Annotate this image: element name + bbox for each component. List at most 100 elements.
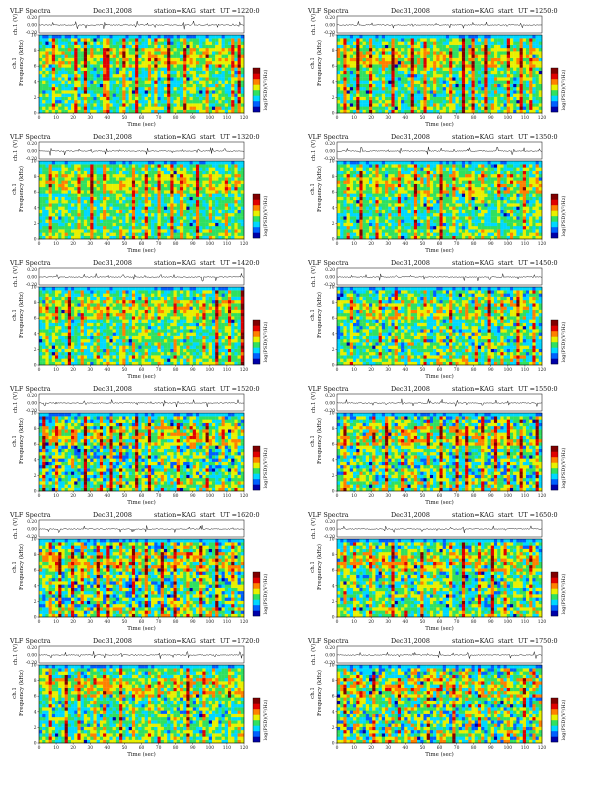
strip-ylabel: ch.1 (V) (12, 392, 19, 413)
spectrogram-panel: VLF Spectra Dec31,2008 station=KAG start UT … (8, 258, 304, 384)
waveform-strip: 0.20 0.00 -0.20 (26, 141, 245, 162)
strip-tick-label: -0.20 (26, 31, 37, 36)
x-tick-label: 120 (240, 494, 249, 499)
x-tick-label: 30 (87, 368, 93, 373)
header-station: station=KAG (154, 133, 196, 141)
header-start: start (498, 511, 514, 519)
header-date: Dec31,2008 (391, 259, 430, 267)
x-tick-label: 50 (122, 368, 128, 373)
x-tick-label: 30 (87, 116, 93, 121)
y-tick-label: 0 (34, 364, 37, 369)
spectrogram-area (38, 34, 245, 114)
x-tick-label: 30 (385, 368, 391, 373)
y-axis-label-top: ch.1 (310, 687, 316, 699)
header-time: UT =1250:0 (518, 7, 558, 15)
y-axis-label-top: ch.1 (12, 309, 18, 321)
header-prefix: VLF Spectra (307, 259, 349, 267)
x-tick-label: 80 (471, 746, 477, 751)
x-tick-label: 20 (368, 116, 374, 121)
header-date: Dec31,2008 (93, 259, 132, 267)
spectrogram-area (336, 34, 543, 114)
spectrogram-chart: VLF Spectra Dec31,2008 station=KAG start UT … (307, 385, 567, 506)
panel-header: VLF Spectra Dec31,2008 station=KAG start UT … (9, 259, 260, 267)
spectrogram-chart: VLF Spectra Dec31,2008 station=KAG start UT … (307, 637, 567, 758)
header-station: station=KAG (452, 637, 494, 645)
y-axis: 0 2 4 6 8 10 (31, 538, 39, 621)
x-tick-label: 10 (53, 368, 59, 373)
x-tick-label: 20 (70, 494, 76, 499)
x-tick-label: 90 (488, 368, 494, 373)
waveform-trace (336, 398, 543, 408)
x-tick-label: 80 (471, 494, 477, 499)
spectrogram-area (38, 412, 245, 492)
colorbar (252, 67, 261, 113)
strip-tick-label: 0.00 (27, 150, 37, 155)
y-tick-label: 10 (31, 412, 37, 417)
y-axis: 0 2 4 6 8 10 (329, 286, 337, 369)
y-axis: 0 2 4 6 8 10 (31, 160, 39, 243)
y-tick-label: 4 (34, 710, 37, 715)
y-tick-label: 10 (31, 286, 37, 291)
x-tick-label: 20 (368, 746, 374, 751)
y-tick-label: 6 (332, 65, 335, 70)
x-tick-label: 40 (105, 242, 111, 247)
x-tick-label: 30 (87, 494, 93, 499)
x-tick-label: 20 (368, 242, 374, 247)
x-tick-label: 100 (504, 620, 513, 625)
x-tick-label: 120 (240, 746, 249, 751)
waveform-trace (38, 20, 245, 30)
strip-tick-label: -0.20 (26, 283, 37, 288)
colorbar (252, 319, 261, 365)
x-tick-label: 40 (403, 368, 409, 373)
y-tick-label: 6 (34, 443, 37, 448)
x-tick-label: 100 (206, 242, 215, 247)
header-prefix: VLF Spectra (9, 133, 51, 141)
colorbar-label: log(PSD)(V²/Hz) (560, 70, 567, 111)
x-tick-label: 20 (70, 746, 76, 751)
y-tick-label: 6 (34, 191, 37, 196)
x-tick-label: 60 (139, 368, 145, 373)
x-tick-label: 70 (156, 746, 162, 751)
x-axis: 0 10 20 30 40 50 60 70 80 90 100 110 120 (336, 365, 546, 373)
x-tick-label: 50 (420, 368, 426, 373)
x-tick-label: 110 (521, 620, 530, 625)
x-tick-label: 0 (336, 746, 339, 751)
strip-tick-label: 0.20 (27, 142, 37, 147)
y-axis-label: Frequency (kHz) (18, 670, 25, 716)
spectrogram-panel: VLF Spectra Dec31,2008 station=KAG start UT … (8, 510, 304, 636)
x-axis: 0 10 20 30 40 50 60 70 80 90 100 110 120 (38, 743, 249, 751)
header-start: start (200, 511, 216, 519)
y-tick-label: 6 (34, 569, 37, 574)
header-station: station=KAG (452, 133, 494, 141)
y-tick-label: 4 (332, 710, 335, 715)
waveform-strip: 0.20 0.00 -0.20 (26, 393, 245, 414)
y-tick-label: 0 (34, 490, 37, 495)
header-date: Dec31,2008 (93, 7, 132, 15)
strip-tick-label: 0.00 (325, 402, 335, 407)
x-tick-label: 40 (403, 116, 409, 121)
x-tick-label: 120 (240, 368, 249, 373)
y-tick-label: 2 (332, 726, 335, 731)
x-tick-label: 120 (538, 242, 547, 247)
header-station: station=KAG (154, 7, 196, 15)
x-tick-label: 40 (105, 368, 111, 373)
y-tick-label: 2 (34, 348, 37, 353)
x-axis-label: Time (sec) (425, 121, 454, 128)
colorbar-label: log(PSD)(V²/Hz) (560, 322, 567, 363)
waveform-trace (38, 651, 244, 659)
strip-tick-label: 0.20 (27, 646, 37, 651)
x-tick-label: 110 (521, 242, 530, 247)
spectrogram-chart: VLF Spectra Dec31,2008 station=KAG start UT … (307, 259, 567, 380)
strip-tick-label: -0.20 (324, 157, 335, 162)
spectrogram-panel: VLF Spectra Dec31,2008 station=KAG start UT … (8, 6, 304, 132)
x-axis-label: Time (sec) (425, 373, 454, 380)
x-tick-label: 90 (488, 746, 494, 751)
x-tick-label: 0 (38, 746, 41, 751)
strip-ylabel: ch.1 (V) (310, 644, 317, 665)
y-axis: 0 2 4 6 8 10 (329, 34, 337, 117)
x-axis-label: Time (sec) (425, 499, 454, 506)
colorbar-label: log(PSD)(V²/Hz) (560, 574, 567, 615)
strip-tick-label: -0.20 (324, 31, 335, 36)
x-tick-label: 90 (488, 242, 494, 247)
y-axis-label-top: ch.1 (310, 309, 316, 321)
